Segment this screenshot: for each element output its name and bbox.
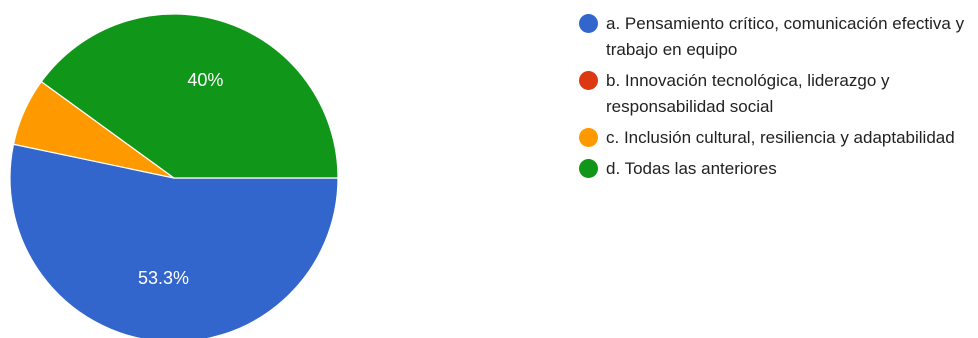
legend-item-b[interactable]: b. Innovación tecnológica, liderazgo y r…: [579, 68, 978, 120]
legend-label-b: b. Innovación tecnológica, liderazgo y r…: [606, 71, 890, 116]
pie-chart: 53.3% 40%: [9, 13, 339, 338]
pie-slice-a[interactable]: [9, 143, 339, 338]
legend-swatch-b: [579, 71, 598, 90]
slice-label-a: 53.3%: [138, 268, 189, 288]
legend-label-a: a. Pensamiento crítico, comunicación efe…: [606, 14, 965, 59]
legend-item-d[interactable]: d. Todas las anteriores: [579, 156, 978, 182]
legend-swatch-a: [579, 14, 598, 33]
legend-item-c[interactable]: c. Inclusión cultural, resiliencia y ada…: [579, 125, 978, 151]
legend-item-a[interactable]: a. Pensamiento crítico, comunicación efe…: [579, 11, 978, 63]
legend-swatch-d: [579, 159, 598, 178]
chart-legend: a. Pensamiento crítico, comunicación efe…: [579, 11, 978, 187]
legend-swatch-c: [579, 128, 598, 147]
pie-slice-d[interactable]: [40, 13, 339, 179]
slice-label-d: 40%: [187, 70, 223, 90]
legend-label-d: d. Todas las anteriores: [606, 159, 777, 178]
legend-label-c: c. Inclusión cultural, resiliencia y ada…: [606, 128, 955, 147]
